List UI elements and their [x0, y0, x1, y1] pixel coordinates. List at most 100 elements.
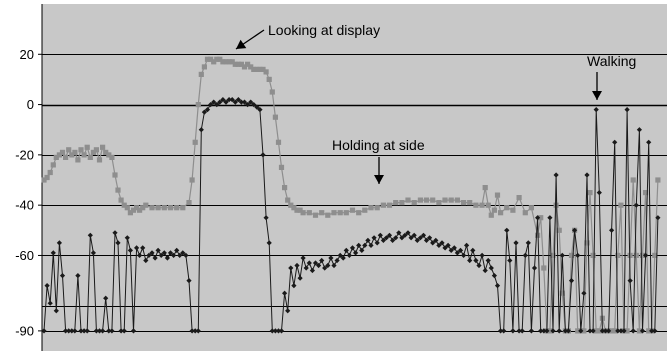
data-point [100, 144, 106, 150]
data-point [72, 328, 78, 334]
data-point [278, 328, 285, 334]
data-point [609, 328, 615, 334]
data-point [553, 202, 559, 208]
data-point [69, 152, 75, 158]
data-point [140, 205, 146, 211]
data-point [494, 192, 501, 198]
data-point [423, 237, 430, 243]
data-point [519, 328, 525, 334]
data-point [251, 102, 257, 108]
data-point [498, 210, 504, 216]
data-point [241, 64, 248, 70]
data-point [575, 252, 581, 258]
data-point [467, 257, 473, 264]
data-point [525, 240, 531, 246]
data-point [430, 240, 436, 246]
data-point [442, 197, 448, 203]
data-point [630, 328, 636, 334]
data-point [180, 205, 186, 211]
data-point [568, 252, 575, 258]
data-point [356, 210, 362, 216]
data-point [53, 154, 59, 160]
data-point [198, 127, 204, 133]
data-point [143, 257, 149, 264]
looking-at-display-arrow-head [236, 39, 247, 49]
data-point [208, 56, 214, 62]
data-point [568, 278, 575, 284]
series-1 [41, 56, 661, 334]
data-point [584, 240, 590, 246]
data-point [405, 230, 411, 236]
data-point [66, 147, 72, 153]
data-point [96, 157, 103, 163]
data-point [556, 328, 562, 334]
data-point [174, 247, 180, 253]
data-point [531, 265, 538, 271]
data-point [171, 252, 177, 258]
data-point [87, 232, 93, 238]
data-point [241, 99, 248, 105]
data-point [380, 202, 386, 208]
plot-background [42, 4, 667, 351]
data-point [204, 56, 211, 62]
data-point [343, 210, 349, 216]
annotations-group: Looking at display Holding at side Walking [235, 22, 636, 184]
annotation-looking-at-display: Looking at display [268, 22, 380, 38]
data-point [316, 262, 322, 269]
data-point [362, 207, 368, 213]
data-point [559, 252, 565, 258]
data-point [269, 328, 275, 334]
data-point [238, 61, 244, 67]
data-point [50, 162, 56, 168]
data-point [356, 242, 362, 248]
data-point [75, 157, 81, 163]
data-point [491, 273, 497, 279]
data-point [612, 328, 618, 334]
data-point [572, 227, 578, 233]
data-point [457, 247, 464, 253]
data-point [56, 152, 62, 158]
data-point [309, 267, 315, 274]
data-point [383, 235, 389, 241]
data-point [66, 328, 72, 334]
data-point [349, 207, 356, 213]
data-point [349, 245, 356, 251]
data-point [59, 273, 66, 279]
data-point [140, 245, 146, 251]
data-point [581, 290, 587, 296]
data-point [177, 252, 183, 258]
data-point [192, 139, 198, 145]
data-point [127, 247, 133, 253]
data-point [96, 328, 103, 334]
data-point [59, 149, 66, 155]
data-point [590, 252, 596, 258]
data-point [599, 328, 605, 334]
data-point [417, 197, 423, 203]
data-point [618, 202, 624, 208]
walking-arrow-head [592, 91, 602, 100]
data-point [214, 102, 220, 108]
data-point [633, 202, 639, 208]
data-point [260, 66, 266, 72]
data-point [106, 152, 112, 158]
data-point [427, 235, 433, 241]
data-point [214, 56, 220, 62]
data-point [590, 328, 596, 334]
data-point [257, 107, 263, 113]
data-point [285, 308, 291, 314]
data-point [90, 250, 96, 256]
y-tick-label: -40 [15, 198, 34, 213]
data-point [124, 235, 130, 241]
data-point [578, 328, 584, 334]
data-point [137, 207, 143, 213]
data-point [137, 252, 143, 258]
data-point [504, 227, 510, 233]
data-point [130, 207, 137, 213]
data-point [485, 257, 491, 264]
data-point [439, 240, 445, 246]
data-point [473, 257, 479, 264]
data-point [109, 154, 115, 160]
data-point [155, 247, 161, 253]
data-point [596, 328, 602, 334]
